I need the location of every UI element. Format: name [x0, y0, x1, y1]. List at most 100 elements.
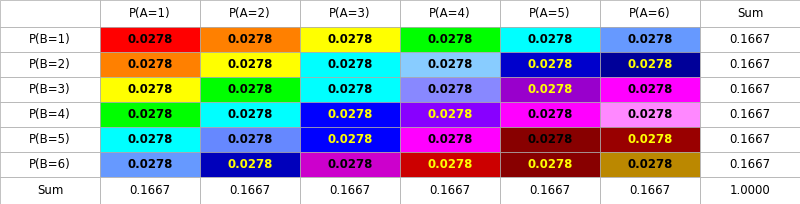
Text: 0.1667: 0.1667	[730, 133, 770, 146]
Bar	[700, 27, 800, 52]
Bar	[200, 0, 300, 27]
Bar	[400, 152, 500, 177]
Text: P(B=3): P(B=3)	[29, 83, 71, 96]
Bar	[500, 152, 600, 177]
Text: P(B=4): P(B=4)	[29, 108, 71, 121]
Bar	[300, 152, 400, 177]
Bar	[100, 0, 200, 27]
Text: 0.0278: 0.0278	[527, 158, 573, 171]
Text: 0.0278: 0.0278	[327, 58, 373, 71]
Text: 0.0278: 0.0278	[127, 108, 173, 121]
Bar	[300, 77, 400, 102]
Text: 0.1667: 0.1667	[530, 184, 570, 197]
Text: P(B=6): P(B=6)	[29, 158, 71, 171]
Bar	[200, 177, 300, 204]
Text: 0.0278: 0.0278	[227, 33, 273, 46]
Bar	[400, 102, 500, 127]
Text: 0.0278: 0.0278	[127, 158, 173, 171]
Bar	[200, 27, 300, 52]
Text: 0.1667: 0.1667	[230, 184, 270, 197]
Text: P(A=6): P(A=6)	[629, 7, 671, 20]
Bar	[400, 0, 500, 27]
Text: 0.0278: 0.0278	[427, 83, 473, 96]
Bar	[500, 27, 600, 52]
Bar	[700, 77, 800, 102]
Text: 0.0278: 0.0278	[427, 133, 473, 146]
Text: P(B=5): P(B=5)	[29, 133, 71, 146]
Bar	[600, 77, 700, 102]
Text: 0.0278: 0.0278	[327, 83, 373, 96]
Text: 0.0278: 0.0278	[127, 83, 173, 96]
Bar	[400, 127, 500, 152]
Text: P(A=3): P(A=3)	[330, 7, 370, 20]
Bar	[500, 102, 600, 127]
Text: 0.1667: 0.1667	[630, 184, 670, 197]
Text: 1.0000: 1.0000	[730, 184, 770, 197]
Bar	[700, 152, 800, 177]
Text: 0.0278: 0.0278	[627, 58, 673, 71]
Bar	[100, 52, 200, 77]
Text: 0.0278: 0.0278	[527, 33, 573, 46]
Text: 0.1667: 0.1667	[730, 58, 770, 71]
Text: 0.0278: 0.0278	[327, 158, 373, 171]
Text: 0.0278: 0.0278	[327, 133, 373, 146]
Bar	[200, 127, 300, 152]
Bar	[0, 0, 100, 27]
Text: P(A=1): P(A=1)	[129, 7, 171, 20]
Bar	[500, 177, 600, 204]
Text: 0.0278: 0.0278	[427, 33, 473, 46]
Text: 0.0278: 0.0278	[527, 83, 573, 96]
Text: 0.1667: 0.1667	[330, 184, 370, 197]
Bar	[0, 102, 100, 127]
Text: 0.0278: 0.0278	[127, 33, 173, 46]
Text: 0.1667: 0.1667	[130, 184, 170, 197]
Text: 0.0278: 0.0278	[627, 33, 673, 46]
Bar	[100, 77, 200, 102]
Bar	[0, 127, 100, 152]
Bar	[400, 52, 500, 77]
Bar	[600, 27, 700, 52]
Bar	[300, 27, 400, 52]
Text: 0.0278: 0.0278	[127, 133, 173, 146]
Bar	[100, 27, 200, 52]
Bar	[700, 127, 800, 152]
Text: P(A=5): P(A=5)	[530, 7, 570, 20]
Text: P(B=1): P(B=1)	[29, 33, 71, 46]
Bar	[400, 77, 500, 102]
Bar	[400, 27, 500, 52]
Bar	[700, 177, 800, 204]
Bar	[0, 27, 100, 52]
Text: 0.0278: 0.0278	[627, 133, 673, 146]
Bar	[200, 102, 300, 127]
Text: 0.0278: 0.0278	[227, 108, 273, 121]
Text: 0.1667: 0.1667	[730, 83, 770, 96]
Text: 0.0278: 0.0278	[627, 108, 673, 121]
Text: P(A=4): P(A=4)	[429, 7, 471, 20]
Bar	[500, 127, 600, 152]
Text: 0.0278: 0.0278	[427, 108, 473, 121]
Bar	[100, 177, 200, 204]
Bar	[0, 52, 100, 77]
Bar	[200, 52, 300, 77]
Bar	[300, 127, 400, 152]
Text: 0.0278: 0.0278	[127, 58, 173, 71]
Bar	[300, 0, 400, 27]
Bar	[300, 52, 400, 77]
Bar	[500, 52, 600, 77]
Bar	[0, 77, 100, 102]
Text: 0.1667: 0.1667	[730, 33, 770, 46]
Text: 0.0278: 0.0278	[627, 83, 673, 96]
Bar	[600, 0, 700, 27]
Text: 0.0278: 0.0278	[627, 158, 673, 171]
Bar	[600, 127, 700, 152]
Bar	[600, 52, 700, 77]
Text: P(A=2): P(A=2)	[229, 7, 271, 20]
Text: 0.1667: 0.1667	[730, 158, 770, 171]
Bar	[700, 52, 800, 77]
Text: 0.0278: 0.0278	[227, 83, 273, 96]
Bar	[600, 152, 700, 177]
Bar	[300, 102, 400, 127]
Text: 0.0278: 0.0278	[427, 58, 473, 71]
Text: Sum: Sum	[737, 7, 763, 20]
Text: 0.0278: 0.0278	[227, 133, 273, 146]
